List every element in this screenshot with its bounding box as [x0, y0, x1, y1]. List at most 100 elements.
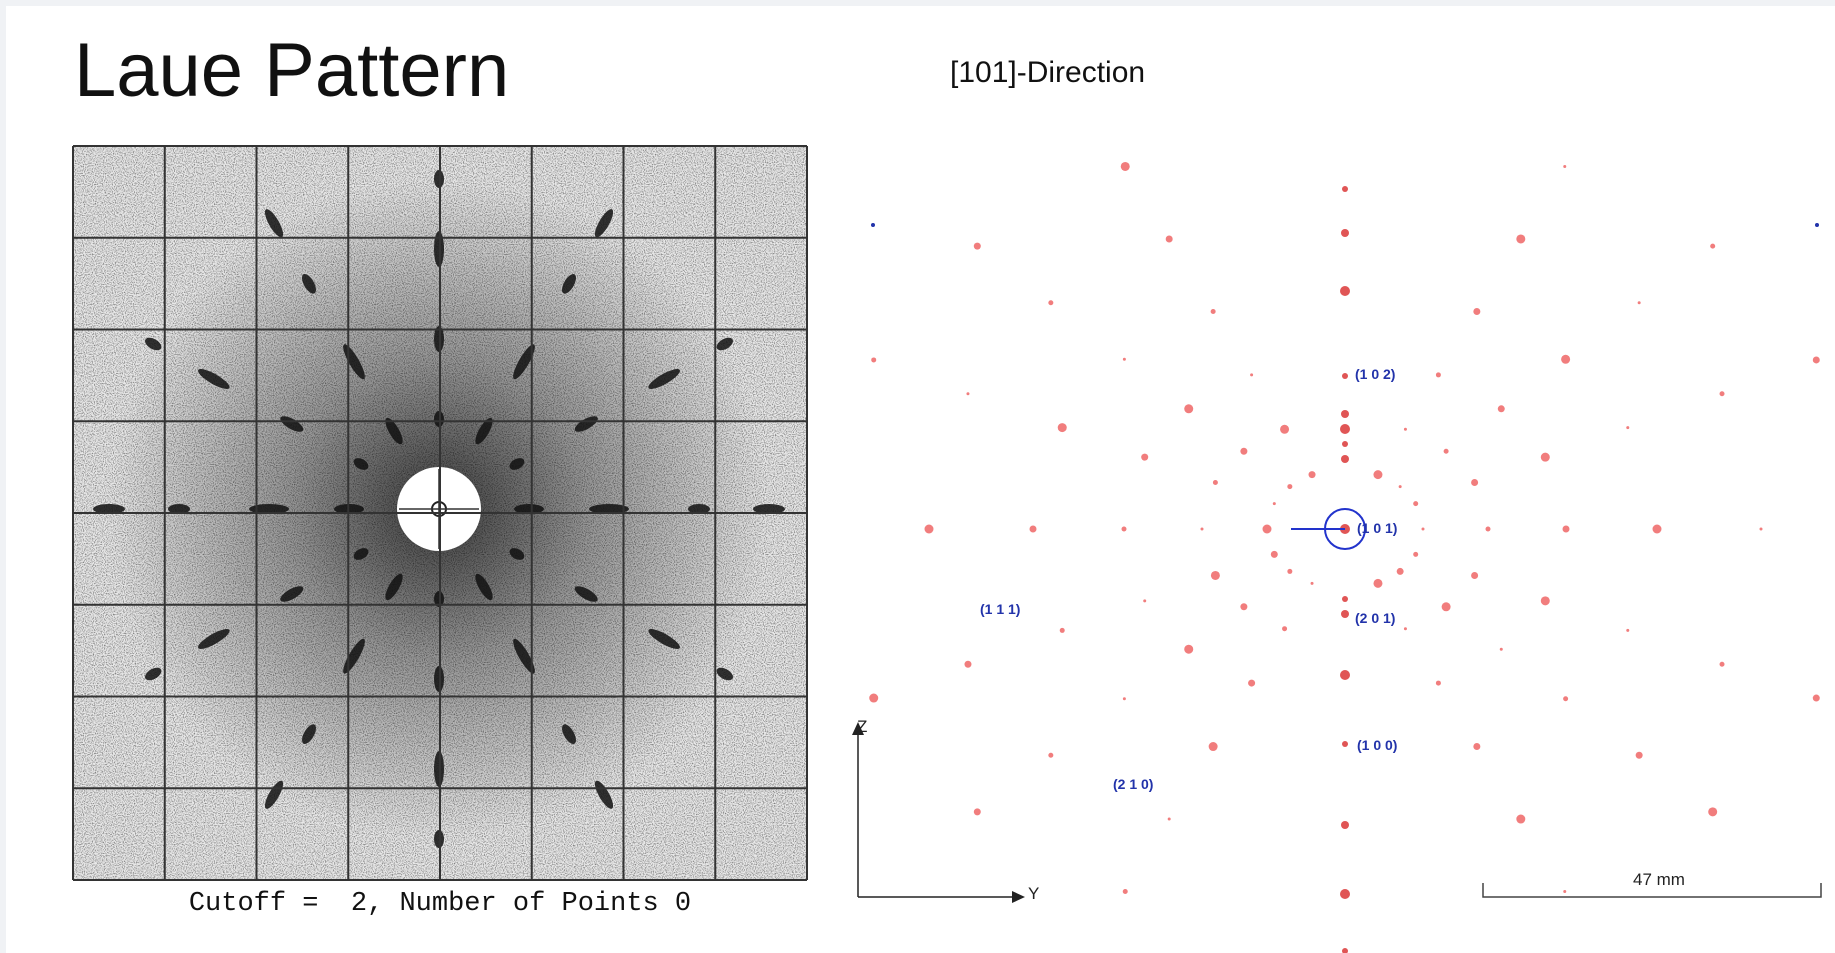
spot	[1311, 582, 1314, 585]
spot	[1250, 373, 1253, 376]
spot	[1273, 502, 1276, 505]
spot	[1561, 355, 1570, 364]
spot	[1340, 424, 1350, 434]
spot	[1413, 552, 1418, 557]
spot	[1373, 579, 1382, 588]
spot	[964, 661, 971, 668]
reflection-label: (1 1 1)	[980, 601, 1020, 617]
spot	[1240, 603, 1247, 610]
spot	[1436, 372, 1441, 377]
spot	[1342, 373, 1348, 379]
spot	[1263, 525, 1272, 534]
spot	[871, 223, 875, 227]
pattern-title: [101]-Direction	[950, 56, 1145, 89]
spot	[1720, 662, 1725, 667]
spot	[1404, 627, 1407, 630]
spot	[1121, 162, 1130, 171]
spot	[1516, 234, 1525, 243]
spot	[1271, 551, 1278, 558]
page: Laue Pattern Cutoff = 2, Number of Point…	[0, 0, 1835, 953]
reflection-label: (1 0 2)	[1355, 366, 1395, 382]
spot	[1340, 670, 1350, 680]
spot	[1638, 301, 1641, 304]
reflection-label: (1 0 1)	[1357, 520, 1397, 536]
spot	[1123, 358, 1126, 361]
slide: Laue Pattern Cutoff = 2, Number of Point…	[0, 0, 1835, 953]
spot	[1813, 695, 1820, 702]
spot	[974, 808, 981, 815]
spot	[1209, 742, 1218, 751]
spot	[1444, 449, 1449, 454]
spot	[1710, 244, 1715, 249]
spot	[1399, 485, 1402, 488]
spot	[1541, 453, 1550, 462]
spot	[1341, 610, 1349, 618]
spot	[966, 392, 969, 395]
spot	[1048, 300, 1053, 305]
spot	[1422, 528, 1425, 531]
spot	[1342, 596, 1348, 602]
spot	[1340, 889, 1350, 899]
z-label: Z	[857, 717, 867, 736]
spot	[1404, 428, 1407, 431]
spot	[1287, 569, 1292, 574]
spot	[1541, 596, 1550, 605]
spot	[1058, 423, 1067, 432]
spot	[1815, 223, 1819, 227]
spot	[1563, 526, 1570, 533]
spot	[1397, 568, 1404, 575]
spot	[1498, 405, 1505, 412]
reflection-label: (2 1 0)	[1113, 776, 1153, 792]
spot	[1473, 743, 1480, 750]
spot	[1342, 186, 1348, 192]
spot	[1282, 626, 1287, 631]
spot	[1486, 527, 1491, 532]
spot	[1636, 752, 1643, 759]
spot	[1473, 308, 1480, 315]
spot	[1563, 696, 1568, 701]
scale-label: 47 mm	[1633, 870, 1685, 889]
spot	[1060, 628, 1065, 633]
spot	[869, 694, 878, 703]
spot	[974, 243, 981, 250]
photo-caption: Cutoff = 2, Number of Points 0	[189, 889, 691, 919]
spot	[1211, 571, 1220, 580]
spot	[1166, 235, 1173, 242]
spot	[1500, 648, 1503, 651]
spot	[1563, 165, 1566, 168]
spot	[1471, 479, 1478, 486]
spot	[1813, 356, 1820, 363]
spot	[1123, 697, 1126, 700]
spot	[1122, 527, 1127, 532]
spot	[1563, 890, 1566, 893]
spot	[1048, 753, 1053, 758]
spot	[1626, 629, 1629, 632]
reflection-label: (1 0 0)	[1357, 737, 1397, 753]
spot	[1341, 410, 1349, 418]
spot	[1341, 821, 1349, 829]
spot	[1287, 484, 1292, 489]
spot	[1442, 602, 1451, 611]
spot	[1248, 680, 1255, 687]
slide-title: Laue Pattern	[74, 28, 509, 113]
reflection-label: (2 0 1)	[1355, 610, 1395, 626]
spot	[1626, 426, 1629, 429]
spot	[1123, 889, 1128, 894]
spot	[1030, 526, 1037, 533]
spot	[925, 525, 934, 534]
spot	[1211, 309, 1216, 314]
spot	[1341, 229, 1349, 237]
spot	[1436, 681, 1441, 686]
spot	[1516, 815, 1525, 824]
spot	[1240, 448, 1247, 455]
spot	[1184, 404, 1193, 413]
spot	[871, 357, 876, 362]
spot	[1342, 741, 1348, 747]
spot	[1471, 572, 1478, 579]
spot	[1340, 286, 1350, 296]
spot	[1184, 645, 1193, 654]
spot	[1141, 454, 1148, 461]
spot	[1280, 425, 1289, 434]
y-label: Y	[1028, 884, 1039, 903]
spot	[1708, 807, 1717, 816]
